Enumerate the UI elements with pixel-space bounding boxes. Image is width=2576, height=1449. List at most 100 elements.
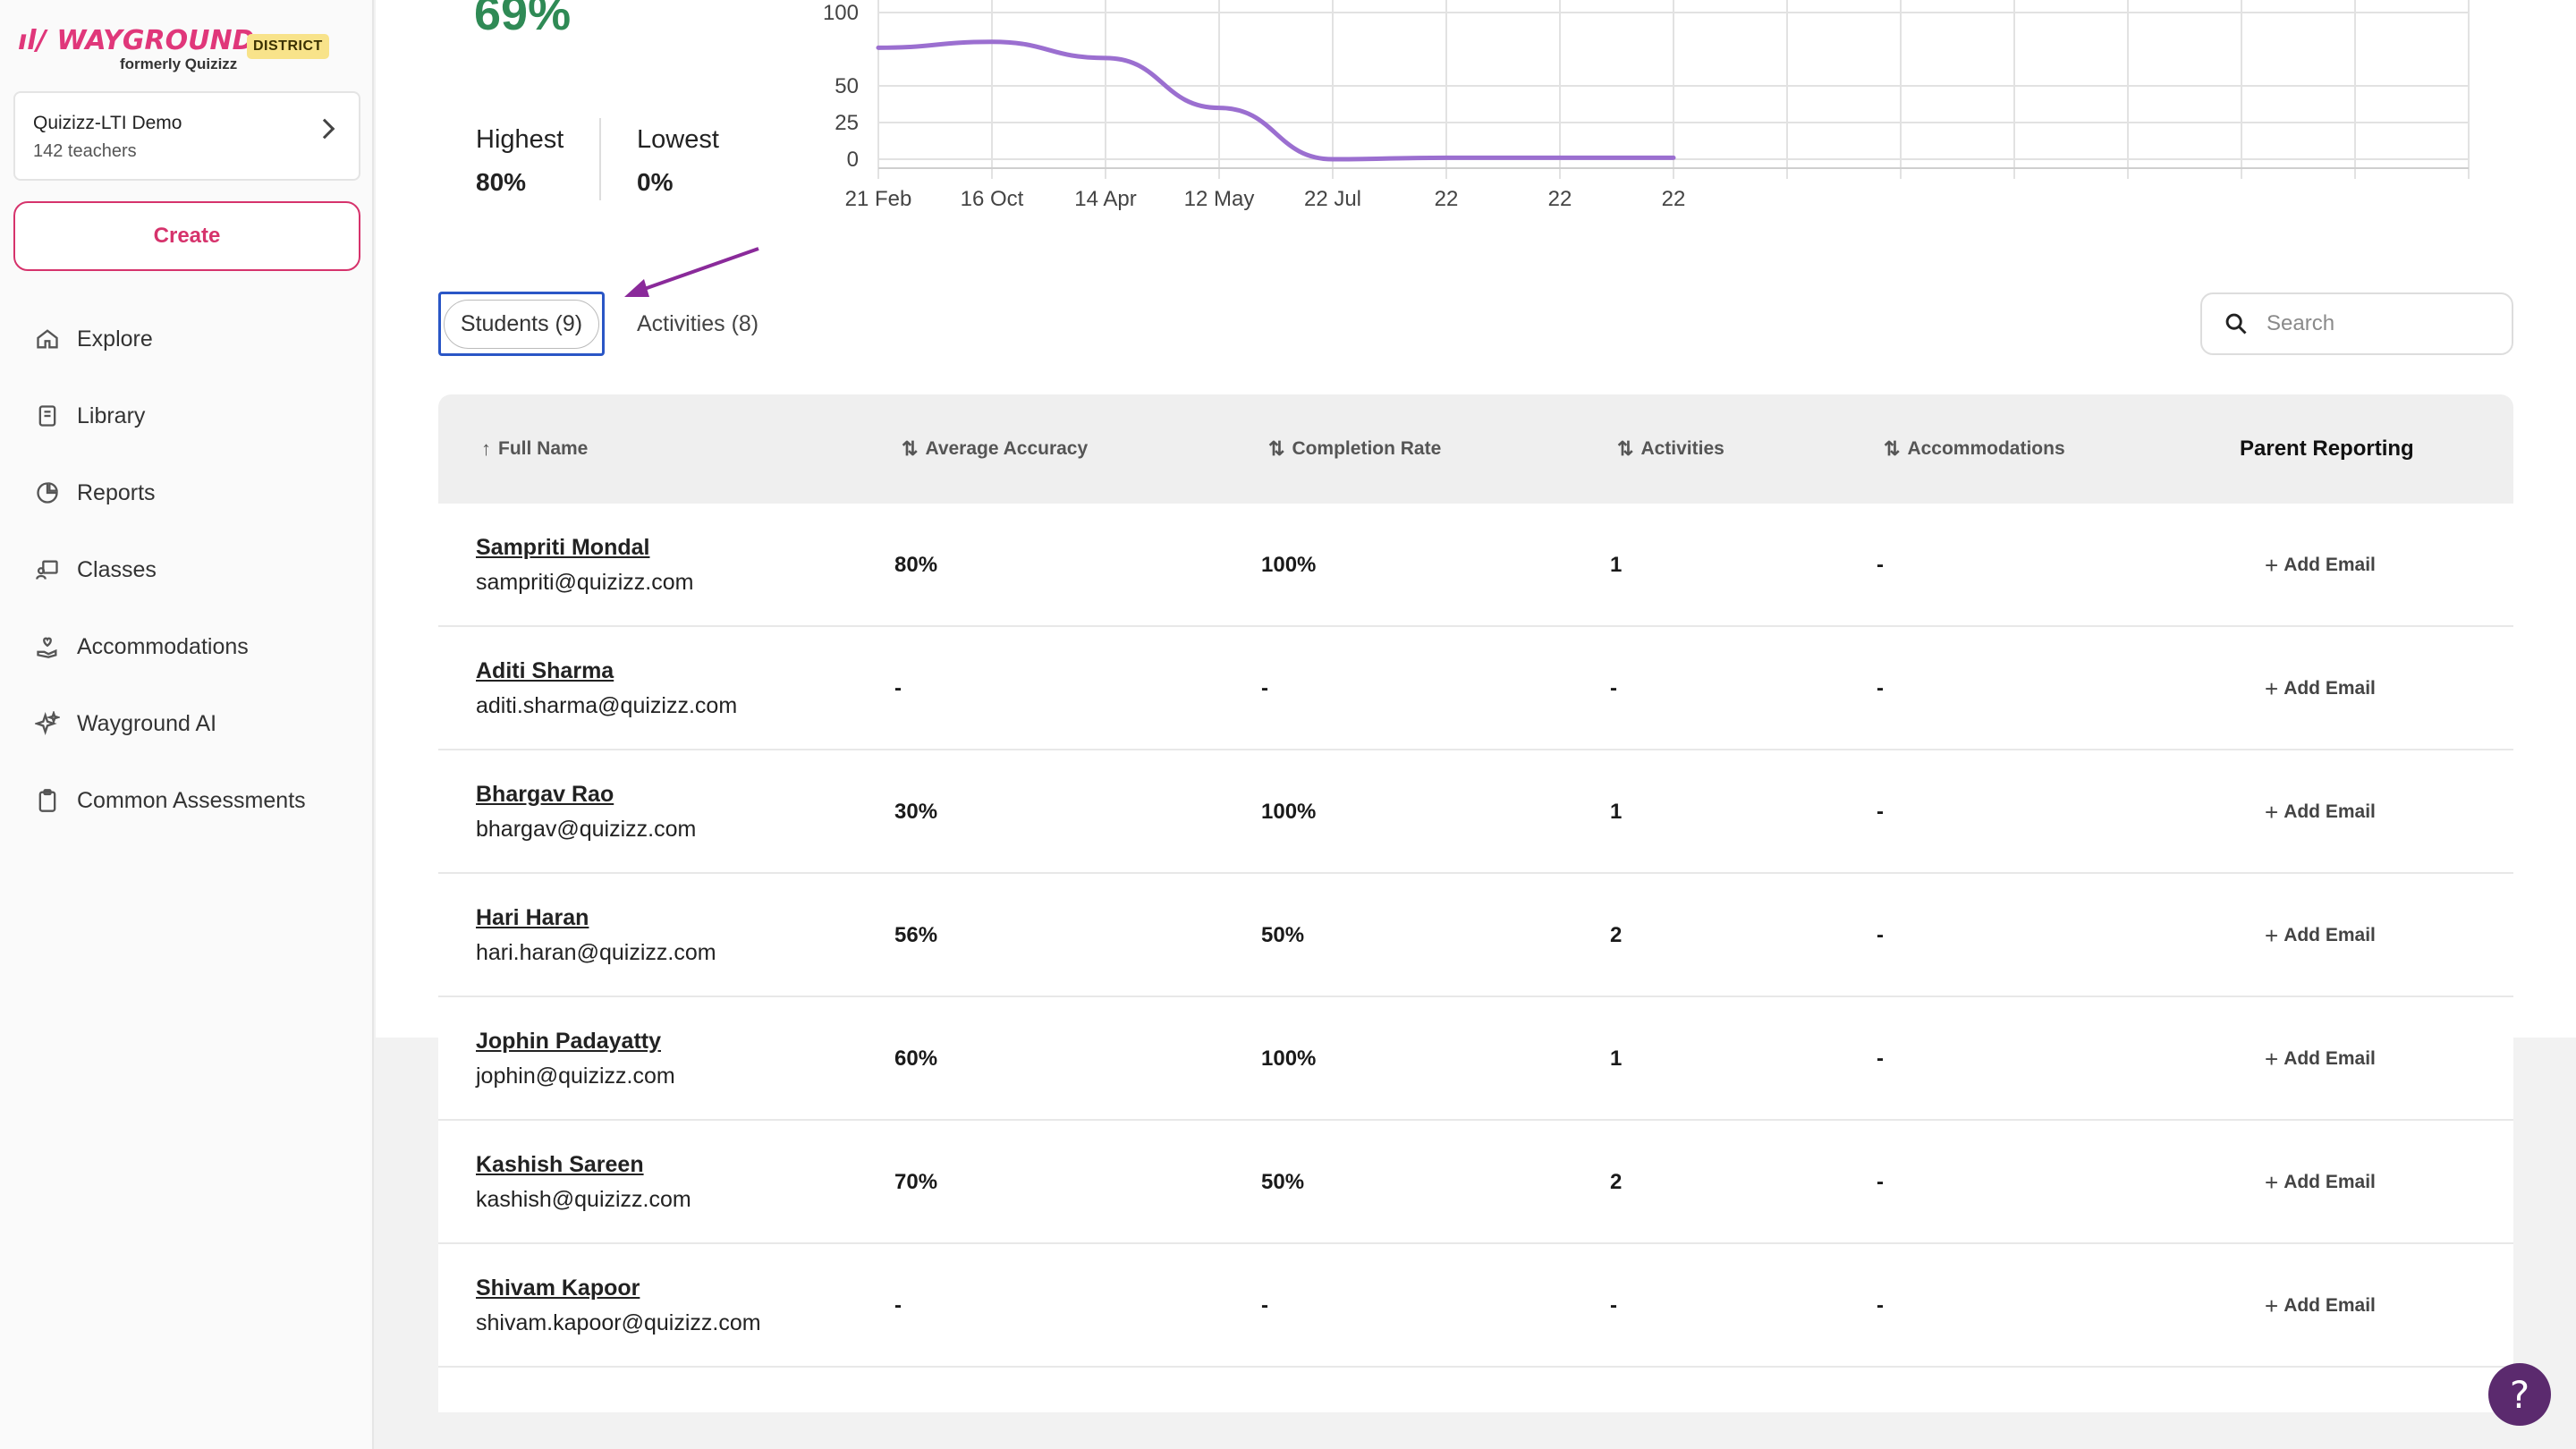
student-cell: Kashish Sareen kashish@quizizz.com — [476, 1121, 691, 1244]
table-body: Sampriti Mondal sampriti@quizizz.com 80% 10… — [438, 504, 2513, 1412]
sidebar-nav: Explore Library Reports Classes Accommod… — [34, 301, 365, 839]
activities-cell: - — [1610, 1293, 1617, 1318]
chart-x-tick-label: 12 May — [1184, 187, 1255, 211]
search-box[interactable] — [2200, 292, 2513, 355]
chart-x-tick-label: 22 — [1435, 187, 1459, 211]
student-email: jophin@quizizz.com — [476, 1063, 675, 1089]
average-accuracy-cell: 30% — [894, 800, 938, 824]
sparkles-icon — [34, 710, 61, 737]
header-accommodations[interactable]: ⇅ Accommodations — [1884, 394, 2065, 504]
student-email: sampriti@quizizz.com — [476, 570, 694, 595]
header-label: Average Accuracy — [925, 438, 1089, 459]
accommodations-cell: - — [1877, 1046, 1884, 1071]
completion-rate-cell: 50% — [1261, 1170, 1305, 1194]
add-email-button[interactable]: + Add Email — [2265, 874, 2376, 997]
wayground-logo[interactable]: ıl/ WAYGROUND DISTRICT formerly Quizizz — [16, 20, 338, 75]
student-name-link[interactable]: Sampriti Mondal — [476, 535, 650, 560]
student-name-link[interactable]: Bhargav Rao — [476, 782, 614, 807]
create-button[interactable]: Create — [13, 201, 360, 271]
chart-y-tick-label: 100 — [823, 1, 859, 25]
student-cell: Hari Haran hari.haran@quizizz.com — [476, 874, 716, 997]
student-cell: Jophin Padayatty jophin@quizizz.com — [476, 997, 675, 1121]
add-email-button[interactable]: + Add Email — [2265, 1121, 2376, 1244]
header-activities[interactable]: ⇅ Activities — [1617, 394, 1724, 504]
header-parent-reporting: Parent Reporting — [2240, 436, 2414, 461]
student-name-link[interactable]: Aditi Sharma — [476, 658, 614, 683]
sidebar-item-wayground-ai[interactable]: Wayground AI — [34, 685, 365, 762]
tab-students-label: Students (9) — [443, 299, 600, 349]
average-accuracy-cell: 70% — [894, 1170, 938, 1194]
add-email-label: Add Email — [2284, 1048, 2376, 1069]
organization-switcher[interactable]: Quizizz-LTI Demo 142 teachers — [13, 91, 360, 181]
tab-students[interactable]: Students (9) — [438, 292, 605, 356]
sidebar-item-classes[interactable]: Classes — [34, 531, 365, 608]
average-accuracy-cell: 60% — [894, 1046, 938, 1071]
activities-cell: - — [1610, 676, 1617, 700]
header-average-accuracy[interactable]: ⇅ Average Accuracy — [902, 394, 1088, 504]
add-email-label: Add Email — [2284, 678, 2376, 699]
add-email-button[interactable]: + Add Email — [2265, 750, 2376, 874]
highest-label: Highest — [476, 125, 564, 154]
add-email-button[interactable]: + Add Email — [2265, 1244, 2376, 1368]
sidebar-item-label: Explore — [77, 326, 153, 352]
student-name-link[interactable]: Jophin Padayatty — [476, 1029, 661, 1054]
sidebar-item-label: Classes — [77, 556, 157, 582]
student-name-link[interactable]: Kashish Sareen — [476, 1152, 644, 1177]
add-email-button[interactable]: + Add Email — [2265, 627, 2376, 750]
chart-x-tick-label: 22 — [1548, 187, 1572, 211]
table-row: Jophin Padayatty jophin@quizizz.com 60% 100… — [438, 997, 2513, 1121]
chart-svg: 0 25 50 100 21 Feb 16 Oct 14 Apr 12 May 22 Jul 22… — [823, 0, 2470, 211]
header-completion-rate[interactable]: ⇅ Completion Rate — [1268, 394, 1441, 504]
sidebar-item-explore[interactable]: Explore — [34, 301, 365, 377]
district-badge: DISTRICT — [247, 34, 329, 59]
sidebar-item-accommodations[interactable]: Accommodations — [34, 608, 365, 685]
add-email-label: Add Email — [2284, 925, 2376, 945]
student-email: kashish@quizizz.com — [476, 1187, 691, 1212]
activities-cell: 2 — [1610, 1170, 1623, 1194]
sidebar-item-common-assessments[interactable]: Common Assessments — [34, 762, 365, 839]
header-full-name[interactable]: ↑ Full Name — [481, 394, 588, 504]
chart-x-tick-label: 22 — [1662, 187, 1686, 211]
annotation-arrow — [624, 247, 759, 297]
add-email-label: Add Email — [2284, 1172, 2376, 1192]
table-header: ↑ Full Name ⇅ Average Accuracy ⇅ Completion… — [438, 394, 2513, 504]
sidebar: ıl/ WAYGROUND DISTRICT formerly Quizizz … — [0, 0, 374, 1449]
sidebar-item-reports[interactable]: Reports — [34, 454, 365, 531]
average-accuracy-cell: 80% — [894, 553, 938, 577]
tab-activities[interactable]: Activities (8) — [637, 310, 759, 336]
student-email: hari.haran@quizizz.com — [476, 940, 716, 965]
add-email-button[interactable]: + Add Email — [2265, 504, 2376, 627]
average-accuracy-value: 69% — [474, 0, 572, 40]
home-icon — [34, 326, 61, 352]
help-button[interactable]: ? — [2488, 1363, 2551, 1426]
completion-rate-cell: 100% — [1261, 553, 1317, 577]
student-email: bhargav@quizizz.com — [476, 817, 697, 842]
pie-chart-icon — [34, 479, 61, 506]
add-email-button[interactable]: + Add Email — [2265, 997, 2376, 1121]
org-name: Quizizz-LTI Demo — [33, 113, 182, 133]
search-input[interactable] — [2267, 311, 2499, 336]
header-label: Completion Rate — [1292, 438, 1442, 459]
accommodations-cell: - — [1877, 676, 1884, 700]
table-row: Hari Haran hari.haran@quizizz.com 56% 50% 2 -… — [438, 874, 2513, 997]
student-cell: Aditi Sharma aditi.sharma@quizizz.com — [476, 627, 737, 750]
logo-wordmark: ıl/ WAYGROUND — [18, 25, 255, 56]
student-name-link[interactable]: Hari Haran — [476, 905, 589, 930]
chart-y-tick-label: 0 — [847, 148, 859, 172]
sidebar-item-library[interactable]: Library — [34, 377, 365, 454]
chart-y-tick-label: 25 — [835, 111, 859, 135]
activities-cell: 1 — [1610, 553, 1623, 577]
chart-y-tick-label: 50 — [835, 74, 859, 98]
student-name-link[interactable]: Shivam Kapoor — [476, 1275, 640, 1301]
header-label: Accommodations — [1907, 438, 2065, 459]
student-cell: Shivam Kapoor shivam.kapoor@quizizz.com — [476, 1244, 761, 1368]
org-teacher-count: 142 teachers — [33, 141, 137, 161]
sidebar-item-label: Accommodations — [77, 633, 249, 659]
sidebar-item-label: Wayground AI — [77, 710, 217, 736]
average-accuracy-cell: 56% — [894, 923, 938, 947]
activities-cell: 2 — [1610, 923, 1623, 947]
sort-ascending-icon: ↑ — [481, 437, 491, 460]
accommodations-cell: - — [1877, 923, 1884, 947]
accuracy-line-chart: 0 25 50 100 21 Feb 16 Oct 14 Apr 12 May 22 Jul 22… — [805, 0, 2487, 215]
student-cell: Sampriti Mondal sampriti@quizizz.com — [476, 504, 693, 627]
